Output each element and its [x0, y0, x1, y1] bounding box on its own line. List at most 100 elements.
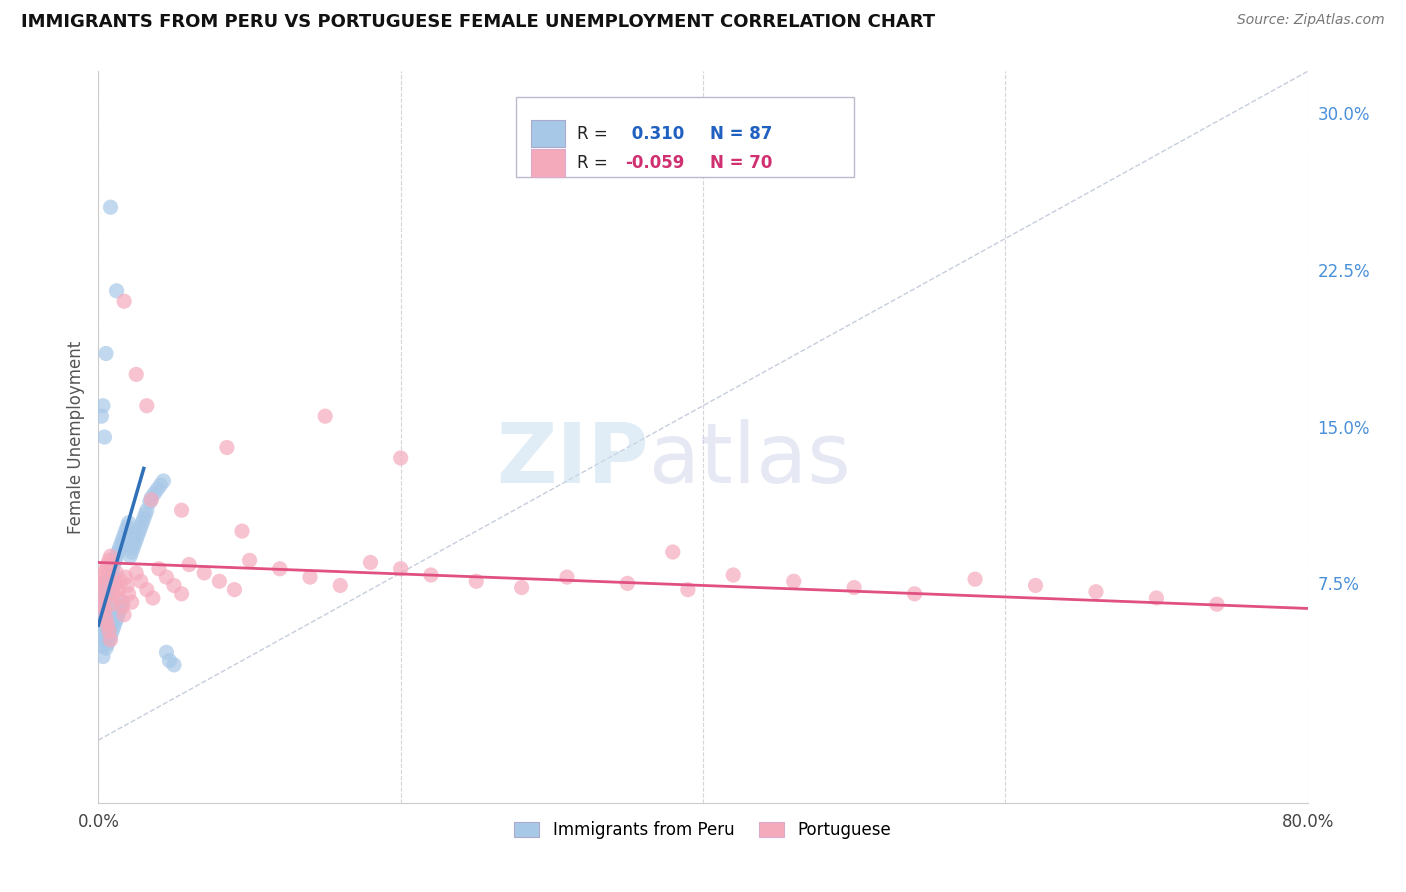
Point [129, 520, 152, 534]
Point [91, 597, 114, 611]
Point [98, 553, 121, 567]
Point [110, 536, 132, 550]
Point [110, 574, 132, 589]
Point [107, 582, 129, 597]
Point [91, 587, 114, 601]
Point [170, 503, 193, 517]
Point [115, 578, 138, 592]
Point [101, 597, 124, 611]
Point [101, 572, 124, 586]
Point [193, 566, 215, 580]
Point [125, 566, 148, 580]
Point [139, 495, 162, 509]
Point [723, 568, 745, 582]
Point [98, 624, 121, 639]
Point [90, 591, 112, 605]
Point [94, 609, 117, 624]
Point [98, 581, 121, 595]
Y-axis label: Female Unemployment: Female Unemployment [66, 341, 84, 533]
Point [152, 474, 174, 488]
Point [100, 549, 122, 564]
Point [103, 558, 125, 572]
Point [134, 508, 156, 522]
Point [112, 294, 135, 309]
Point [93, 430, 115, 444]
Point [127, 528, 149, 542]
Text: atlas: atlas [648, 418, 851, 500]
Text: -0.059: -0.059 [626, 153, 685, 172]
Point [389, 562, 412, 576]
Point [111, 595, 134, 609]
Text: R =: R = [578, 153, 613, 172]
Point [131, 516, 153, 530]
Bar [531, 149, 565, 177]
Point [215, 441, 238, 455]
Point [94, 612, 117, 626]
Point [114, 524, 136, 538]
Point [114, 570, 136, 584]
Point [101, 562, 124, 576]
Point [1206, 597, 1229, 611]
Point [904, 587, 927, 601]
Point [111, 533, 134, 547]
Point [96, 574, 118, 589]
Point [93, 566, 115, 580]
Point [142, 591, 165, 605]
Point [314, 409, 336, 424]
Point [112, 607, 135, 622]
FancyBboxPatch shape [516, 97, 855, 178]
Text: R =: R = [578, 125, 613, 143]
Point [100, 587, 122, 601]
Point [555, 570, 578, 584]
Point [93, 603, 115, 617]
Point [231, 524, 253, 538]
Point [107, 545, 129, 559]
Point [91, 618, 114, 632]
Point [128, 524, 150, 538]
Point [96, 618, 118, 632]
Point [101, 624, 124, 639]
Point [125, 533, 148, 547]
Point [163, 657, 186, 672]
Point [89, 607, 111, 622]
Point [100, 576, 122, 591]
Point [783, 574, 806, 589]
Point [105, 612, 128, 626]
Point [105, 566, 128, 580]
Point [420, 568, 443, 582]
Point [90, 612, 112, 626]
Point [96, 637, 118, 651]
Bar [531, 120, 565, 147]
Point [141, 491, 163, 505]
Legend: Immigrants from Peru, Portuguese: Immigrants from Peru, Portuguese [508, 814, 898, 846]
Text: N = 70: N = 70 [710, 153, 773, 172]
Point [93, 632, 115, 647]
Point [93, 582, 115, 597]
Point [94, 641, 117, 656]
Point [91, 639, 114, 653]
Point [129, 574, 152, 589]
Point [93, 614, 115, 628]
Point [105, 284, 128, 298]
Point [112, 528, 135, 542]
Point [179, 558, 201, 572]
Point [329, 578, 352, 592]
Text: 0.310: 0.310 [626, 125, 683, 143]
Point [96, 584, 118, 599]
Point [94, 562, 117, 576]
Point [90, 624, 112, 639]
Point [104, 553, 127, 567]
Point [163, 578, 186, 592]
Point [104, 616, 127, 631]
Point [148, 562, 170, 576]
Point [108, 541, 131, 555]
Point [1144, 591, 1167, 605]
Point [170, 587, 193, 601]
Point [118, 516, 141, 530]
Point [111, 599, 134, 614]
Point [103, 587, 125, 601]
Point [132, 511, 155, 525]
Point [360, 556, 382, 570]
Point [107, 607, 129, 622]
Point [96, 595, 118, 609]
